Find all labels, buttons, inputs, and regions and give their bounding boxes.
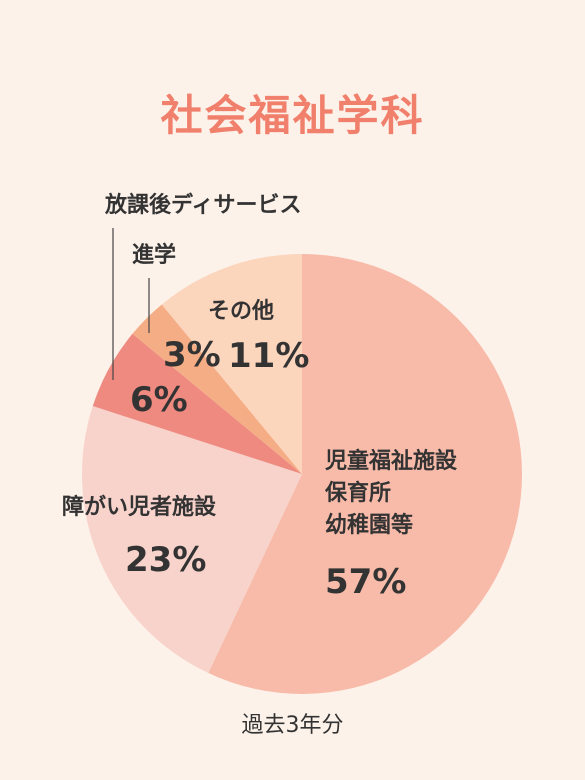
slice-label-jidou: 児童福祉施設 保育所 幼稚園等 [325, 446, 457, 542]
slice-label-jidou-line3: 幼稚園等 [325, 513, 414, 538]
pie-slice-shingaku [132, 304, 302, 474]
slice-value-shougai: 23% [125, 540, 207, 580]
slice-label-shingaku: 進学 [132, 243, 177, 268]
pie-slice-shougai [82, 406, 302, 674]
slice-value-jidou: 57% [325, 562, 407, 602]
slice-label-sonota: その他 [208, 299, 275, 324]
slice-label-shougai: 障がい児者施設 [62, 495, 217, 520]
slice-label-houkago: 放課後ディサービス [105, 193, 302, 218]
pie-slice-jidou [208, 253, 523, 694]
slice-label-jidou-line1: 児童福祉施設 [325, 449, 458, 474]
chart-title: 社会福祉学科 [160, 91, 425, 140]
slice-value-sonota: 11% [228, 336, 310, 376]
pie-slice-houkago [92, 333, 303, 474]
footnote: 過去3年分 [241, 713, 344, 738]
slice-value-houkago: 6% [130, 380, 188, 420]
pie-slice-sonota [161, 254, 302, 474]
slice-label-jidou-line2: 保育所 [325, 481, 392, 506]
slice-value-shingaku: 3% [163, 335, 221, 375]
